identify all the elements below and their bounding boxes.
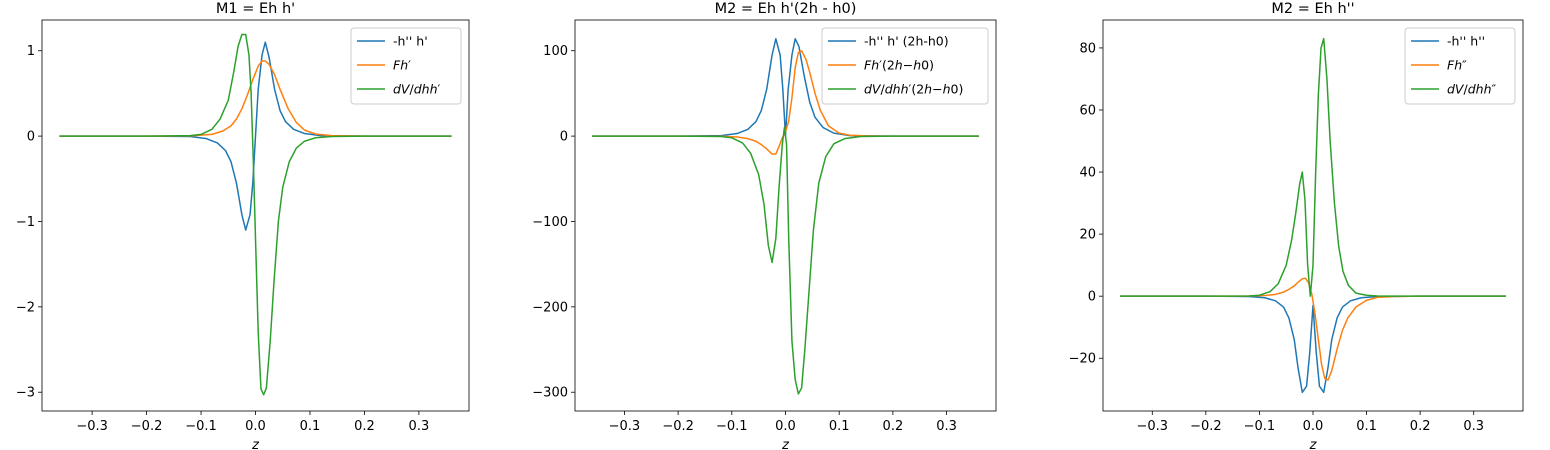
legend-entry: -h'' h'' — [1447, 34, 1485, 49]
x-tick-label: 0.2 — [354, 419, 375, 434]
x-axis-label: z — [781, 438, 790, 450]
y-tick-label: −20 — [1069, 352, 1096, 367]
y-tick-label: −2 — [16, 300, 35, 315]
chart-title: M1 = Eh h' — [216, 1, 295, 17]
x-tick-label: 0.0 — [775, 419, 796, 434]
series-line-3-1 — [1120, 295, 1506, 394]
y-tick-label: −300 — [532, 386, 568, 401]
y-tick-label: −200 — [532, 300, 568, 315]
chart-title: M2 = Eh h'' — [1271, 1, 1354, 17]
legend-frame — [350, 27, 462, 105]
y-tick-label: 80 — [1079, 41, 1096, 56]
legend: -h'' h' Fh′ dV/dhh′ — [350, 27, 462, 105]
x-tick-label: 0.1 — [829, 419, 850, 434]
series-line-1-3 — [59, 33, 452, 396]
x-tick-label: −0.3 — [609, 419, 641, 434]
legend-entry: Fh′(2h−h0) — [864, 58, 934, 73]
legend-entry: -h'' h' (2h-h0) — [864, 34, 949, 49]
y-tick-label: −1 — [16, 215, 35, 230]
y-tick-label: 1 — [27, 44, 35, 59]
chart-title: M2 = Eh h'(2h - h0) — [715, 1, 857, 17]
legend-entry: dV/dhh′ — [393, 82, 441, 97]
series-line-2-2 — [592, 49, 979, 155]
legend-entry: -h'' h' — [393, 34, 428, 49]
series-line-3-3 — [1120, 37, 1506, 297]
chart-panel-1: −0.3 −0.2 −0.1 0.0 0.1 0.2 0.3 −3 −2 −1 0 1 M1 = Eh … — [16, 1, 470, 450]
y-tick-label: −3 — [16, 386, 35, 401]
x-tick-label: −0.1 — [1244, 419, 1276, 434]
y-tick-label: 0 — [1088, 290, 1096, 305]
series-line-1-2 — [59, 60, 452, 137]
x-tick-label: −0.1 — [716, 419, 748, 434]
legend-frame — [1404, 27, 1516, 105]
x-tick-label: −0.2 — [131, 419, 163, 434]
chart-panel-2: −0.3 −0.2 −0.1 0.0 0.1 0.2 0.3 −300 −200 −100 0 100… — [532, 1, 997, 450]
x-tick-label: 0.2 — [1410, 419, 1431, 434]
legend: -h'' h' (2h-h0) Fh′(2h−h0) dV/dhh′(2h−h0) — [821, 27, 989, 105]
x-tick-label: 0.2 — [883, 419, 904, 434]
y-tick-label: 40 — [1079, 166, 1096, 181]
legend: -h'' h'' Fh″ dV/dhh″ — [1404, 27, 1516, 105]
x-tick-label: 0.1 — [1356, 419, 1377, 434]
x-tick-label: 0.0 — [1303, 419, 1324, 434]
y-tick-label: 20 — [1079, 228, 1096, 243]
legend-entry: dV/dhh′(2h−h0) — [864, 82, 963, 97]
x-tick-label: −0.3 — [76, 419, 108, 434]
series-line-3-2 — [1120, 277, 1506, 381]
x-axis-label: z — [1309, 438, 1318, 450]
legend-entry: Fh″ — [1447, 58, 1467, 73]
x-tick-label: 0.3 — [936, 419, 957, 434]
x-tick-label: −0.3 — [1136, 419, 1168, 434]
x-axis-label: z — [251, 438, 260, 450]
x-tick-label: 0.0 — [245, 419, 266, 434]
y-tick-label: 60 — [1079, 103, 1096, 118]
y-tick-label: 0 — [27, 130, 35, 145]
series-line-2-3 — [592, 126, 979, 395]
chart-panel-3: −0.3 −0.2 −0.1 0.0 0.1 0.2 0.3 −20 0 20 40 60 80 M2 =… — [1069, 1, 1524, 450]
legend-frame — [821, 27, 989, 105]
y-tick-label: 100 — [543, 44, 568, 59]
series-line-1-1 — [59, 41, 452, 231]
x-tick-label: 0.3 — [409, 419, 430, 434]
x-tick-label: −0.2 — [662, 419, 694, 434]
x-tick-label: 0.1 — [300, 419, 321, 434]
x-tick-label: −0.1 — [185, 419, 217, 434]
y-tick-label: 0 — [560, 130, 568, 145]
legend-entry: dV/dhh″ — [1447, 82, 1497, 97]
x-tick-label: 0.3 — [1463, 419, 1484, 434]
y-tick-label: −100 — [532, 215, 568, 230]
legend-entry: Fh′ — [393, 58, 411, 73]
x-tick-label: −0.2 — [1190, 419, 1222, 434]
